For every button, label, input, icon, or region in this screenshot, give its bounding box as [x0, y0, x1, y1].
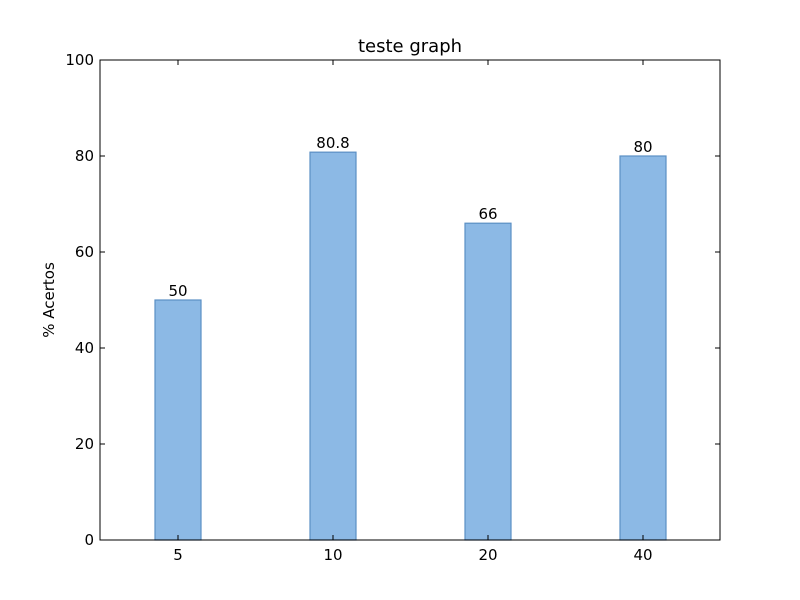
y-tick-label-80: 80 — [75, 147, 94, 165]
x-tick-label-5: 5 — [173, 546, 183, 564]
bar-value-label-40: 80 — [633, 138, 652, 156]
y-tick-label-40: 40 — [75, 339, 94, 357]
bar-5 — [154, 299, 202, 541]
bar-value-label-10: 80.8 — [316, 134, 349, 152]
x-ticks: 5 10 20 40 — [173, 60, 653, 564]
y-tick-label-0: 0 — [84, 531, 94, 549]
chart-title: teste graph — [358, 36, 462, 57]
y-tick-label-20: 20 — [75, 435, 94, 453]
bar-20 — [464, 222, 512, 541]
y-axis-label: % Acertos — [40, 262, 58, 338]
y-tick-label-60: 60 — [75, 243, 94, 261]
bar-value-label-5: 50 — [168, 282, 187, 300]
y-tick-label-100: 100 — [65, 51, 94, 69]
x-tick-label-40: 40 — [633, 546, 652, 564]
plot-frame — [99, 59, 721, 541]
bars-layer: 50 80.8 66 80 — [154, 134, 667, 541]
bar-10 — [309, 151, 357, 541]
x-tick-label-10: 10 — [323, 546, 342, 564]
y-ticks: 0 20 40 60 80 100 — [65, 51, 720, 549]
bar-40 — [619, 155, 667, 541]
x-tick-label-20: 20 — [478, 546, 497, 564]
bar-value-label-20: 66 — [478, 205, 497, 223]
